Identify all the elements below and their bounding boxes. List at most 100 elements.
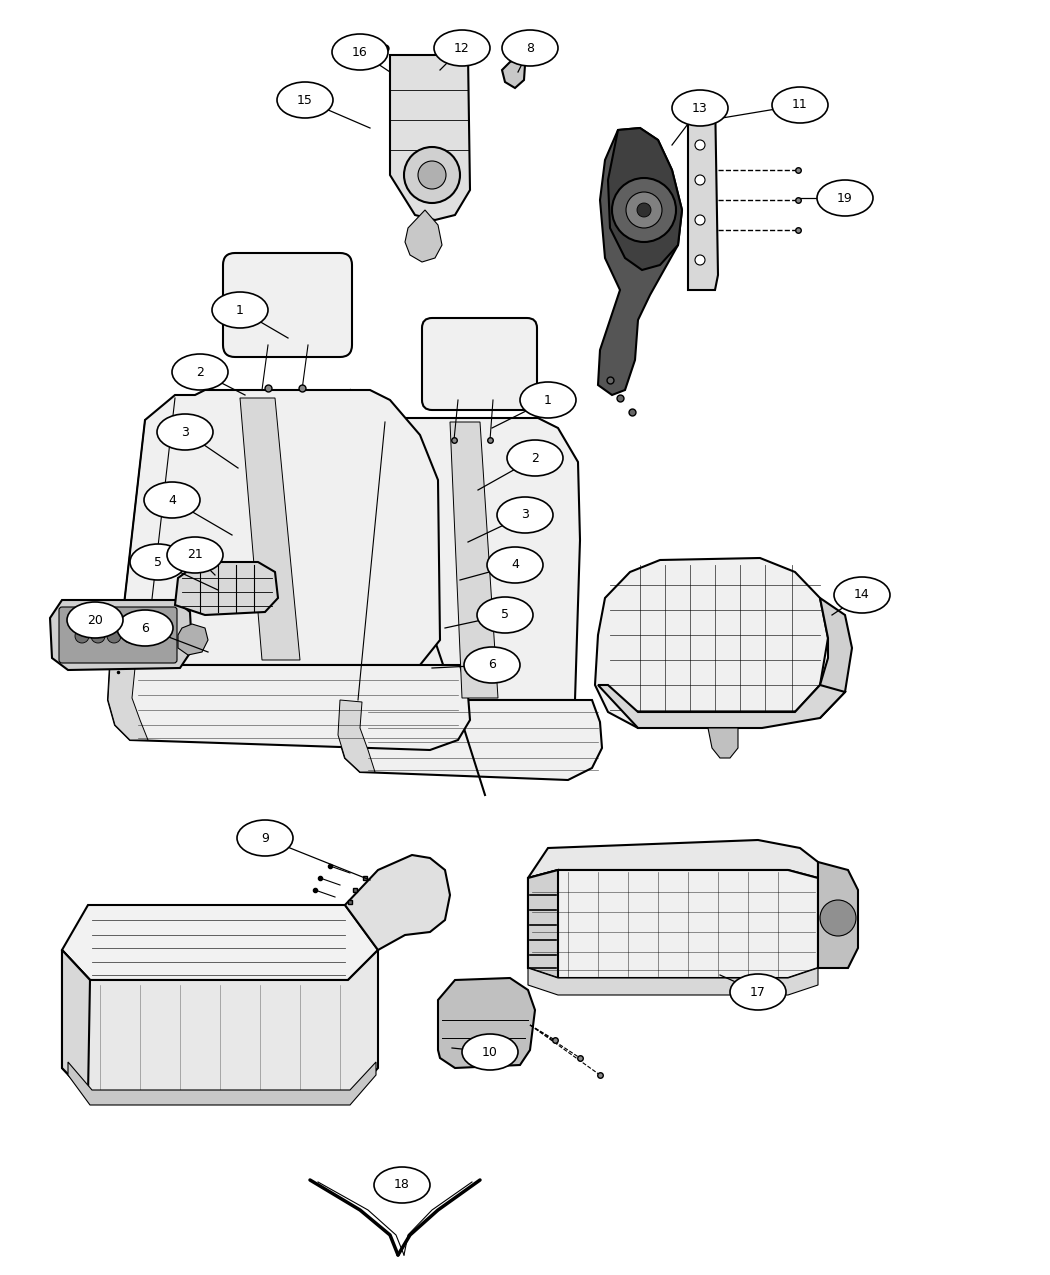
- Circle shape: [404, 147, 460, 203]
- Text: 17: 17: [750, 986, 765, 998]
- Text: 12: 12: [454, 42, 470, 55]
- Circle shape: [820, 900, 856, 936]
- Circle shape: [139, 629, 153, 643]
- Circle shape: [695, 140, 705, 150]
- Circle shape: [695, 175, 705, 185]
- Polygon shape: [108, 666, 470, 750]
- Circle shape: [91, 629, 105, 643]
- Polygon shape: [120, 390, 440, 666]
- Text: 1: 1: [236, 303, 244, 316]
- Ellipse shape: [502, 31, 558, 66]
- Ellipse shape: [462, 1034, 518, 1070]
- Polygon shape: [598, 128, 683, 395]
- Ellipse shape: [67, 602, 123, 638]
- Circle shape: [637, 203, 651, 217]
- Ellipse shape: [144, 482, 200, 518]
- Polygon shape: [405, 210, 442, 261]
- Polygon shape: [438, 978, 536, 1068]
- Polygon shape: [108, 666, 148, 740]
- Polygon shape: [62, 950, 90, 1095]
- Polygon shape: [820, 598, 852, 718]
- Polygon shape: [608, 128, 682, 270]
- Polygon shape: [345, 856, 450, 950]
- Polygon shape: [348, 418, 580, 700]
- Polygon shape: [688, 96, 718, 289]
- Ellipse shape: [497, 497, 553, 533]
- Ellipse shape: [167, 537, 223, 572]
- Ellipse shape: [332, 34, 388, 70]
- Polygon shape: [178, 623, 208, 655]
- Circle shape: [695, 215, 705, 224]
- Polygon shape: [528, 968, 818, 994]
- Ellipse shape: [817, 180, 873, 215]
- Polygon shape: [528, 870, 558, 978]
- Circle shape: [695, 255, 705, 265]
- Ellipse shape: [158, 414, 213, 450]
- FancyBboxPatch shape: [59, 607, 177, 663]
- Text: 3: 3: [181, 426, 189, 439]
- Polygon shape: [528, 870, 818, 978]
- Text: 15: 15: [297, 93, 313, 107]
- Polygon shape: [598, 685, 845, 728]
- Text: 20: 20: [87, 613, 103, 626]
- Ellipse shape: [237, 820, 293, 856]
- Text: 4: 4: [168, 493, 176, 506]
- Ellipse shape: [172, 354, 228, 390]
- Circle shape: [107, 629, 121, 643]
- Ellipse shape: [487, 547, 543, 583]
- Text: 13: 13: [692, 102, 708, 115]
- FancyBboxPatch shape: [422, 317, 537, 411]
- Text: 11: 11: [792, 98, 807, 111]
- Polygon shape: [62, 950, 378, 1098]
- Ellipse shape: [130, 544, 186, 580]
- Polygon shape: [338, 700, 375, 771]
- Ellipse shape: [212, 292, 268, 328]
- Polygon shape: [50, 601, 192, 669]
- Circle shape: [612, 179, 676, 242]
- Polygon shape: [68, 1062, 376, 1105]
- Ellipse shape: [477, 597, 533, 632]
- Ellipse shape: [434, 31, 490, 66]
- Polygon shape: [240, 398, 300, 660]
- Ellipse shape: [834, 578, 890, 613]
- Text: 2: 2: [196, 366, 204, 379]
- Text: 2: 2: [531, 451, 539, 464]
- Ellipse shape: [672, 91, 728, 126]
- Polygon shape: [175, 562, 278, 615]
- Circle shape: [626, 193, 662, 228]
- Text: 18: 18: [394, 1178, 410, 1192]
- Ellipse shape: [507, 440, 563, 476]
- Polygon shape: [595, 558, 828, 728]
- Text: 5: 5: [154, 556, 162, 569]
- Text: 6: 6: [141, 621, 149, 635]
- Ellipse shape: [277, 82, 333, 119]
- Text: 14: 14: [854, 589, 869, 602]
- Polygon shape: [528, 840, 818, 878]
- Text: 8: 8: [526, 42, 534, 55]
- Text: 3: 3: [521, 509, 529, 521]
- Ellipse shape: [730, 974, 786, 1010]
- Ellipse shape: [374, 1167, 430, 1204]
- FancyBboxPatch shape: [223, 252, 352, 357]
- Polygon shape: [390, 55, 470, 221]
- Ellipse shape: [117, 609, 173, 646]
- Polygon shape: [502, 57, 525, 88]
- Text: 4: 4: [511, 558, 519, 571]
- Circle shape: [75, 629, 89, 643]
- Ellipse shape: [520, 382, 576, 418]
- Polygon shape: [62, 905, 378, 980]
- Text: 5: 5: [501, 608, 509, 621]
- Text: 19: 19: [837, 191, 853, 204]
- Text: 1: 1: [544, 394, 552, 407]
- Text: 16: 16: [352, 46, 367, 59]
- Text: 21: 21: [187, 548, 203, 561]
- Circle shape: [123, 629, 136, 643]
- Polygon shape: [338, 700, 602, 780]
- Text: 6: 6: [488, 658, 496, 672]
- Text: 9: 9: [261, 831, 269, 844]
- Polygon shape: [708, 728, 738, 759]
- Ellipse shape: [772, 87, 828, 122]
- Polygon shape: [818, 862, 858, 968]
- Ellipse shape: [464, 646, 520, 683]
- Circle shape: [418, 161, 446, 189]
